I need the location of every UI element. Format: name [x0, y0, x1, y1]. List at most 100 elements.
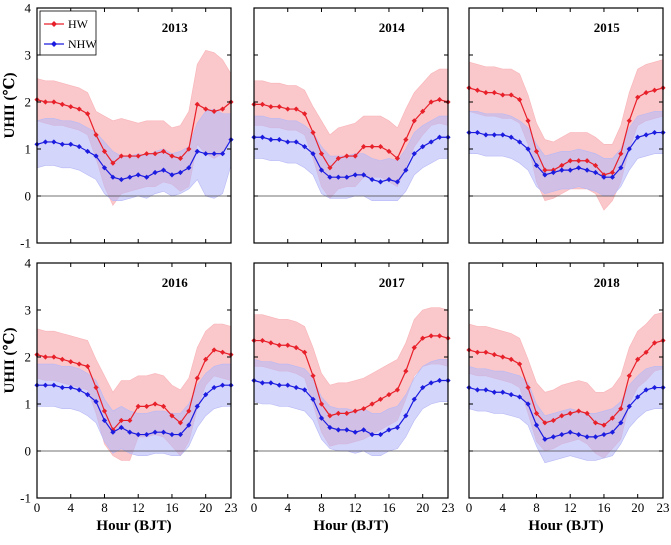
nhw-point-2017-h14 [369, 431, 375, 438]
panel-frame-2014 [253, 7, 449, 244]
nhw-point-2016-h10 [118, 424, 124, 431]
nhw-point-2015-h1 [474, 129, 481, 136]
nhw-point-2016-h15 [160, 429, 167, 435]
hw-point-2018-h5 [508, 356, 514, 362]
nhw-point-2013-h3 [59, 141, 65, 147]
nhw-point-2017-h16 [386, 427, 392, 433]
hw-point-2016-h1 [42, 354, 49, 360]
hw-point-2017-h5 [293, 345, 299, 351]
nhw-point-2013-h10 [118, 176, 124, 183]
nhw-point-2014-h8 [318, 167, 325, 173]
hw-point-2013-h4 [68, 104, 74, 110]
hw-point-2013-h5 [76, 106, 82, 112]
nhw-point-2015-h16 [601, 174, 607, 180]
nhw-point-2018-h20 [635, 394, 641, 400]
hw-point-2016-h3 [59, 356, 65, 362]
hw-point-2018-h20 [635, 356, 641, 362]
nhw-point-2018-h14 [584, 434, 590, 440]
nhw-point-2015-h21 [643, 132, 649, 138]
nhw-point-2014-h21 [428, 139, 434, 145]
nhw-point-2014-h9 [327, 174, 333, 180]
x-axis-label: Hour (BJT) [96, 518, 171, 534]
nhw-point-2017-h13 [361, 427, 367, 433]
hw-point-2016-h5 [76, 361, 82, 367]
panel-2015: 2015 [466, 7, 666, 244]
nhw-point-2014-h1 [259, 134, 266, 140]
hw-point-2015-h4 [500, 92, 506, 98]
hw-point-2013-h10 [118, 153, 124, 159]
hw-point-2016-h21 [211, 347, 217, 353]
hw-point-2013-h21 [211, 108, 217, 114]
nhw-point-2015-h5 [508, 134, 514, 140]
hw-point-2015-h7 [525, 118, 531, 124]
panel-2018: 2018 0 4 8 12 16 20 23 Hour (BJT) [466, 262, 670, 534]
nhw-point-2018-h5 [508, 392, 514, 398]
hw-point-2014-h11 [344, 153, 350, 159]
hw-point-2018-h11 [559, 413, 565, 419]
nhw-point-2017-h2 [268, 380, 274, 386]
hw-point-2015-h8 [533, 148, 540, 154]
hw-point-2017-h22 [436, 333, 443, 339]
nhw-point-2013-h21 [211, 151, 217, 157]
hw-point-2016-h7 [93, 384, 99, 391]
nhw-point-2017-h8 [318, 415, 325, 421]
hw-point-2015-h5 [508, 92, 514, 98]
hw-point-2017-h6 [302, 349, 308, 355]
hw-point-2016-h13 [144, 403, 150, 409]
nhw-point-2014-h17 [394, 179, 400, 185]
hw-point-2014-h7 [310, 129, 316, 136]
hw-point-2016-h20 [203, 356, 209, 362]
nhw-point-2013-h11 [127, 174, 133, 180]
hw-point-2017-h11 [344, 410, 350, 416]
hw-point-2014-h18 [403, 137, 409, 143]
hw-point-2018-h4 [500, 354, 506, 360]
x-tick-label: 4 [67, 500, 74, 515]
hw-point-2014-h13 [361, 144, 367, 150]
nhw-point-2014-h16 [386, 176, 392, 183]
legend-box [39, 10, 97, 56]
hw-point-2015-h17 [609, 169, 615, 176]
nhw-point-2016-h20 [203, 392, 209, 398]
nhw-point-2016-h3 [59, 384, 65, 391]
hw-point-2014-h12 [352, 153, 358, 159]
hw-point-2013-h6 [85, 111, 91, 117]
hw-point-2015-h15 [592, 162, 599, 169]
hw-point-2016-h12 [135, 403, 141, 409]
panel-title-2017: 2017 [379, 275, 406, 290]
x-tick-label: 20 [199, 500, 212, 515]
nhw-point-2015-h6 [517, 139, 523, 145]
nhw-point-2014-h18 [403, 167, 409, 173]
x-tick-label: 4 [499, 500, 506, 515]
hw-point-2014-h14 [369, 144, 375, 150]
x-tick-label: 0 [251, 500, 258, 515]
nhw-point-2013-h8 [101, 165, 108, 171]
panel-2013: 2013 -1 0 1 2 3 4 UHII (℃) HW NHW [2, 1, 234, 251]
hw-point-2017-h15 [377, 396, 384, 402]
hw-point-2015-h20 [635, 94, 641, 100]
x-tick-label: 8 [533, 500, 540, 515]
panel-title-2014: 2014 [379, 20, 406, 35]
hw-point-2018-h19 [626, 373, 632, 379]
hw-point-2018-h16 [601, 422, 607, 428]
x-tick-label: 0 [34, 500, 41, 515]
y-tick-label: 0 [25, 444, 32, 459]
nhw-point-2015-h15 [592, 169, 599, 176]
hw-point-2018-h10 [550, 417, 556, 424]
panel-frame-2016 [36, 262, 232, 499]
x-tick-label: 12 [564, 500, 577, 515]
hw-point-2015-h19 [626, 118, 632, 124]
nhw-point-2017-h22 [436, 377, 443, 384]
nhw-point-2017-h10 [335, 427, 341, 433]
hw-point-2013-h12 [135, 153, 141, 159]
nhw-point-2014-h13 [361, 172, 367, 178]
hw-point-2013-h7 [93, 132, 99, 138]
hw-point-2017-h2 [268, 340, 274, 346]
hw-point-2014-h9 [327, 165, 333, 171]
nhw-point-2016-h1 [42, 382, 49, 388]
nhw-point-2016-h17 [177, 431, 183, 438]
hw-point-2018-h9 [542, 420, 548, 426]
hw-point-2015-h13 [576, 158, 582, 164]
nhw-point-2018-h9 [542, 436, 548, 442]
nhw-point-2018-h21 [643, 387, 649, 393]
